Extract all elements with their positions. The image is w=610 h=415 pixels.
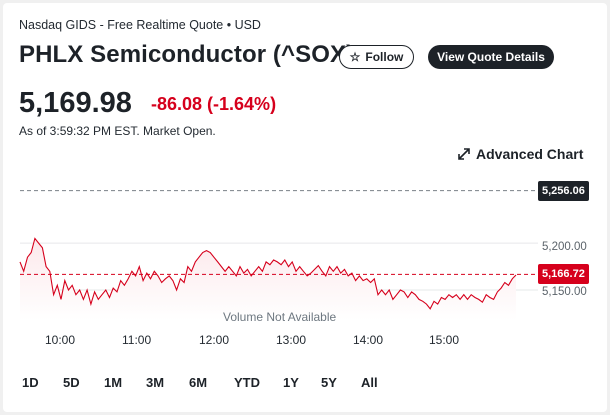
y-tick-label: 5,200.00 (542, 241, 587, 253)
x-tick-label: 10:00 (45, 333, 76, 347)
x-tick-label: 15:00 (429, 333, 460, 347)
range-5d[interactable]: 5D (63, 375, 80, 390)
x-tick-label: 11:00 (122, 333, 152, 347)
x-tick-label: 12:00 (199, 333, 230, 347)
star-icon: ☆ (349, 50, 361, 64)
current-price: 5,169.98 (19, 87, 132, 119)
previous-close-tag: 5,256.06 (538, 180, 589, 201)
range-1y[interactable]: 1Y (283, 375, 299, 390)
range-6m[interactable]: 6M (189, 375, 208, 390)
price-change: -86.08 (-1.64%) (151, 94, 277, 114)
advanced-chart-link[interactable]: Advanced Chart (458, 146, 583, 162)
advanced-chart-label: Advanced Chart (476, 146, 584, 162)
volume-note: Volume Not Available (223, 310, 337, 324)
range-3m[interactable]: 3M (146, 375, 165, 390)
range-all[interactable]: All (361, 375, 378, 390)
follow-label: Follow (365, 50, 404, 64)
range-selector: 1D 5D 1M 3M 6M YTD 1Y 5Y All (22, 375, 391, 390)
x-tick-label: 13:00 (276, 333, 307, 347)
price-area-fill (20, 238, 516, 320)
page-title: PHLX Semiconductor (^SOX) (19, 41, 355, 68)
range-1m[interactable]: 1M (104, 375, 123, 390)
current-price-tag: 5,166.72 (538, 264, 589, 285)
range-5y[interactable]: 5Y (321, 375, 337, 390)
range-1d[interactable]: 1D (22, 375, 39, 390)
range-ytd[interactable]: YTD (234, 375, 260, 390)
quote-card (3, 3, 607, 412)
as-of-timestamp: As of 3:59:32 PM EST. Market Open. (19, 124, 216, 138)
exchange-info: Nasdaq GIDS - Free Realtime Quote • USD (19, 18, 261, 32)
follow-button[interactable]: ☆ Follow (339, 45, 414, 69)
x-tick-label: 14:00 (353, 333, 384, 347)
y-tick-label: 5,150.00 (542, 286, 587, 298)
view-quote-details-button[interactable]: View Quote Details (428, 45, 554, 69)
price-line (19, 237, 517, 310)
expand-icon (458, 148, 470, 160)
